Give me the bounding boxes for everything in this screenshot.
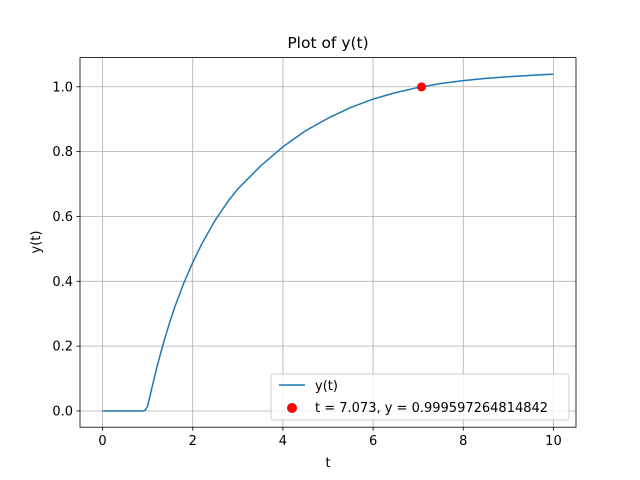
x-tick-label: 8	[459, 434, 467, 449]
x-tick-label: 6	[369, 434, 377, 449]
x-tick-label: 0	[98, 434, 106, 449]
x-tick-label: 2	[189, 434, 197, 449]
legend: y(t) t = 7.073, y = 0.999597264814842	[270, 373, 570, 421]
y-tick-label: 0.2	[52, 340, 73, 355]
y-tick-label: 0.0	[52, 404, 73, 419]
legend-box	[270, 373, 570, 421]
plot-area	[80, 57, 576, 428]
y-tick-label: 0.4	[52, 275, 73, 290]
axis-ticks: 0 2 4 6 8 10 0.0 0.2 0.4 0.6 0.8 1.0	[52, 80, 561, 449]
y-tick-label: 1.0	[52, 80, 73, 95]
y-tick-label: 0.6	[52, 210, 73, 225]
highlight-point	[416, 82, 426, 92]
y-axis-label: y(t)	[29, 231, 44, 254]
x-tick-label: 4	[279, 434, 287, 449]
chart-title: Plot of y(t)	[287, 34, 368, 52]
x-axis-label: t	[325, 456, 330, 471]
y-tick-label: 0.8	[52, 145, 73, 160]
series-line-y-t	[102, 73, 554, 412]
legend-label-marker: t = 7.073, y = 0.999597264814842	[315, 401, 548, 416]
x-tick-label: 10	[545, 434, 562, 449]
legend-label-line: y(t)	[315, 379, 338, 394]
legend-marker-swatch	[287, 403, 297, 413]
plot-frame	[79, 57, 577, 428]
series-layer	[102, 73, 554, 412]
